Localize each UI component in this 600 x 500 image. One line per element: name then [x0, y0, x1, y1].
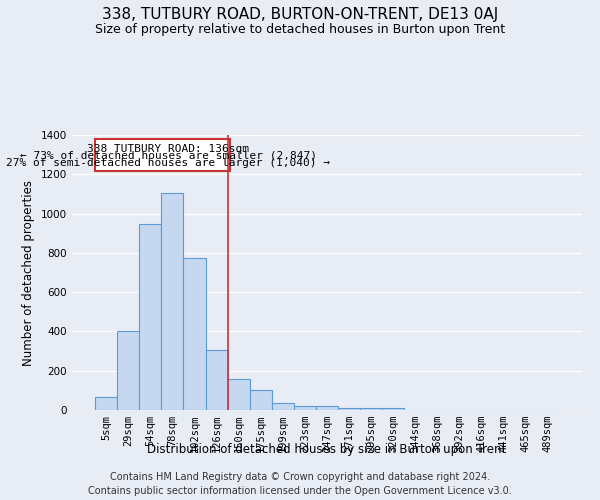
Bar	[161, 193, 184, 410]
Bar	[294, 406, 316, 410]
Bar	[227, 378, 250, 410]
Text: ← 73% of detached houses are smaller (2,847): ← 73% of detached houses are smaller (2,…	[20, 150, 317, 160]
Text: Contains public sector information licensed under the Open Government Licence v3: Contains public sector information licen…	[88, 486, 512, 496]
Bar	[338, 408, 360, 410]
Text: 338 TUTBURY ROAD: 136sqm: 338 TUTBURY ROAD: 136sqm	[87, 144, 249, 154]
Text: Contains HM Land Registry data © Crown copyright and database right 2024.: Contains HM Land Registry data © Crown c…	[110, 472, 490, 482]
Bar	[206, 350, 227, 410]
Bar	[272, 403, 294, 410]
Y-axis label: Number of detached properties: Number of detached properties	[22, 180, 35, 366]
FancyBboxPatch shape	[95, 139, 230, 172]
Bar	[382, 408, 404, 410]
Text: Distribution of detached houses by size in Burton upon Trent: Distribution of detached houses by size …	[148, 442, 506, 456]
Bar	[184, 258, 206, 410]
Bar	[95, 397, 117, 410]
Bar	[316, 406, 338, 410]
Bar	[117, 332, 139, 410]
Bar	[250, 390, 272, 410]
Text: 27% of semi-detached houses are larger (1,040) →: 27% of semi-detached houses are larger (…	[6, 158, 330, 168]
Text: 338, TUTBURY ROAD, BURTON-ON-TRENT, DE13 0AJ: 338, TUTBURY ROAD, BURTON-ON-TRENT, DE13…	[102, 8, 498, 22]
Bar	[139, 224, 161, 410]
Bar	[360, 408, 382, 410]
Text: Size of property relative to detached houses in Burton upon Trent: Size of property relative to detached ho…	[95, 22, 505, 36]
